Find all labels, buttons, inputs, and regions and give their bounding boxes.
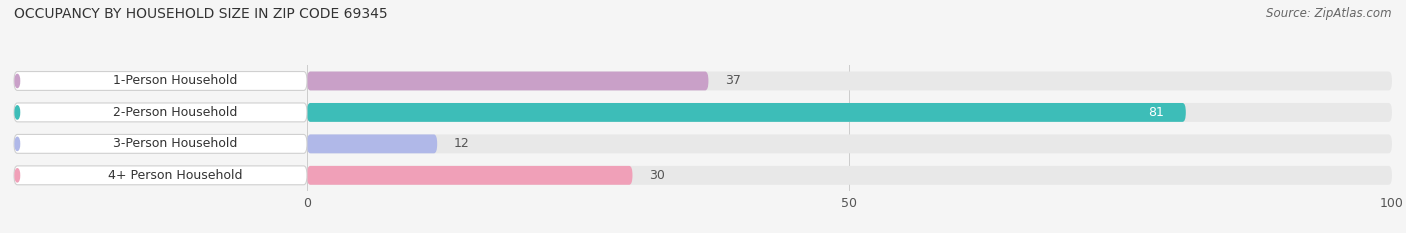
FancyBboxPatch shape (307, 103, 1185, 122)
FancyBboxPatch shape (307, 103, 1392, 122)
Text: Source: ZipAtlas.com: Source: ZipAtlas.com (1267, 7, 1392, 20)
Text: OCCUPANCY BY HOUSEHOLD SIZE IN ZIP CODE 69345: OCCUPANCY BY HOUSEHOLD SIZE IN ZIP CODE … (14, 7, 388, 21)
FancyBboxPatch shape (14, 103, 307, 122)
FancyBboxPatch shape (307, 72, 1392, 90)
FancyBboxPatch shape (307, 72, 709, 90)
Text: 3-Person Household: 3-Person Household (112, 137, 238, 150)
Circle shape (15, 169, 20, 182)
FancyBboxPatch shape (14, 134, 307, 153)
FancyBboxPatch shape (307, 166, 633, 185)
FancyBboxPatch shape (14, 72, 307, 90)
Circle shape (15, 74, 20, 88)
Text: 2-Person Household: 2-Person Household (112, 106, 238, 119)
Text: 81: 81 (1149, 106, 1164, 119)
Text: 37: 37 (724, 75, 741, 87)
Circle shape (15, 137, 20, 151)
FancyBboxPatch shape (14, 166, 307, 185)
FancyBboxPatch shape (307, 134, 437, 153)
FancyBboxPatch shape (307, 166, 1392, 185)
Text: 30: 30 (648, 169, 665, 182)
Text: 12: 12 (454, 137, 470, 150)
Text: 1-Person Household: 1-Person Household (112, 75, 238, 87)
Circle shape (15, 106, 20, 119)
FancyBboxPatch shape (307, 134, 1392, 153)
Text: 4+ Person Household: 4+ Person Household (108, 169, 242, 182)
